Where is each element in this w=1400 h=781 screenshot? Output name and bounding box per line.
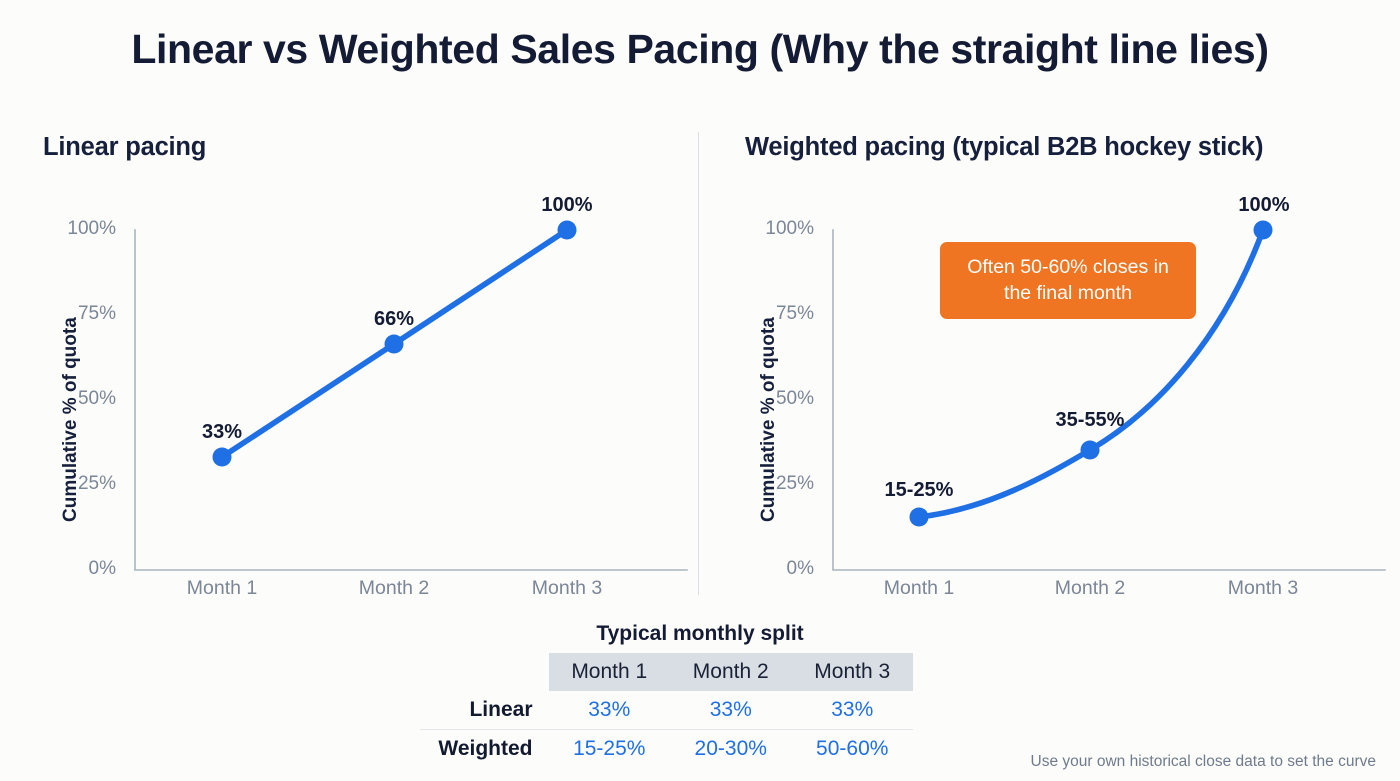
- table-rowhead-weighted: Weighted: [420, 729, 549, 768]
- right-xtick-month3: Month 3: [1227, 577, 1299, 599]
- split-table-head: Month 1 Month 2 Month 3: [420, 653, 913, 691]
- right-datapoint-month2: [1080, 440, 1100, 460]
- table-col-month3: Month 3: [791, 653, 913, 691]
- right-ytick-50: 50%: [775, 388, 814, 409]
- footnote: Use your own historical close data to se…: [1030, 753, 1376, 770]
- table-cell-linear-month2: 33%: [709, 698, 752, 721]
- right-ytick-75: 75%: [775, 303, 814, 324]
- table-header-row: Month 1 Month 2 Month 3: [420, 653, 913, 691]
- right-ytick-25: 25%: [775, 473, 814, 494]
- right-label-month2: 35-55%: [1055, 409, 1125, 431]
- right-ytick-100: 100%: [765, 218, 814, 239]
- table-rowhead-linear: Linear: [469, 698, 533, 721]
- left-datapoint-month1: [212, 447, 232, 467]
- left-ytick-75: 75%: [77, 303, 116, 324]
- table-col-month2: Month 2: [670, 653, 792, 691]
- left-datapoint-month3: [557, 220, 577, 240]
- left-xtick-month2: Month 2: [358, 577, 430, 599]
- left-label-month2: 66%: [373, 308, 415, 330]
- table-title: Typical monthly split: [596, 622, 804, 645]
- table-cell-weighted-month2: 20-30%: [670, 729, 792, 768]
- left-ytick-100: 100%: [67, 218, 116, 239]
- split-table: Month 1 Month 2 Month 3 Linear 33% 33% 3…: [420, 653, 913, 768]
- table-cell-weighted-month3: 50-60%: [791, 729, 913, 768]
- page-title: Linear vs Weighted Sales Pacing (Why the…: [131, 26, 1269, 72]
- right-label-month1: 15-25%: [884, 479, 954, 501]
- left-chart-svg: [134, 220, 688, 571]
- right-panel-title: Weighted pacing (typical B2B hockey stic…: [745, 133, 1264, 161]
- right-ytick-0: 0%: [786, 558, 814, 579]
- left-xtick-month1: Month 1: [186, 577, 258, 599]
- table-corner-cell: [420, 653, 549, 691]
- panel-divider: [698, 132, 699, 595]
- table-row: Linear 33% 33% 33%: [420, 691, 913, 730]
- left-label-month3: 100%: [541, 194, 593, 216]
- left-ytick-50: 50%: [77, 388, 116, 409]
- right-series-curve: [916, 227, 1266, 520]
- table-cell-linear-month1: 33%: [588, 698, 631, 721]
- right-axis-lines: [832, 229, 1386, 571]
- split-table-wrapper: Month 1 Month 2 Month 3 Linear 33% 33% 3…: [420, 653, 980, 768]
- table-col-month1: Month 1: [548, 653, 670, 691]
- left-ytick-0: 0%: [88, 558, 116, 579]
- left-xtick-month3: Month 3: [531, 577, 603, 599]
- left-ytick-25: 25%: [77, 473, 116, 494]
- callout-annotation: Often 50-60% closes in the final month: [940, 242, 1196, 319]
- left-datapoint-month2: [384, 334, 404, 354]
- table-cell-linear-month3: 33%: [831, 698, 874, 721]
- right-xtick-month1: Month 1: [883, 577, 955, 599]
- right-chart-svg: [832, 220, 1386, 571]
- right-chart-plot: [728, 196, 1388, 596]
- split-table-body: Linear 33% 33% 33% Weighted 15-25% 20-30…: [420, 691, 913, 768]
- left-panel-title: Linear pacing: [43, 133, 207, 161]
- right-datapoint-month3: [1253, 220, 1273, 240]
- left-label-month1: 33%: [201, 421, 243, 443]
- left-axis-lines: [134, 229, 688, 571]
- table-row: Weighted 15-25% 20-30% 50-60%: [420, 729, 913, 768]
- right-label-month3: 100%: [1238, 194, 1290, 216]
- left-chart-plot: [30, 196, 690, 596]
- table-cell-weighted-month1: 15-25%: [548, 729, 670, 768]
- right-xtick-month2: Month 2: [1054, 577, 1126, 599]
- right-datapoint-month1: [909, 507, 929, 527]
